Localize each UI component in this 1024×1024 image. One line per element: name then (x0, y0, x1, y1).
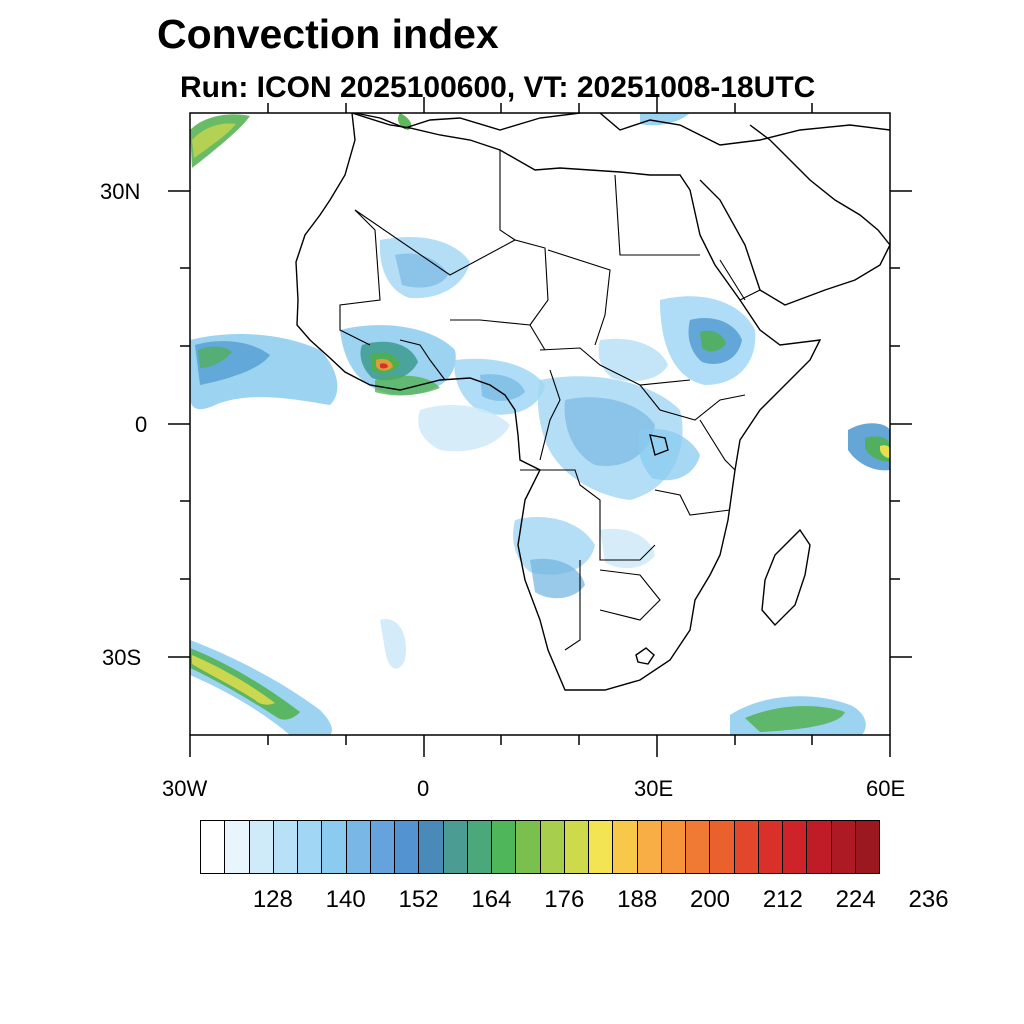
colorbar-box (831, 821, 856, 873)
border-drc-angola (520, 469, 656, 561)
colorbar-box (807, 821, 832, 873)
field-patch-congo-core (564, 397, 655, 466)
colorbar-box (467, 821, 492, 873)
border-horn (719, 259, 761, 301)
border-algeria-libya (499, 150, 516, 241)
field-patch-sw-atlantic-yellow (192, 655, 275, 705)
colorbar-box (783, 821, 808, 873)
border-ghana (399, 339, 446, 381)
lat-label-30s: 30S (102, 645, 142, 670)
colorbar-box (322, 821, 347, 873)
colorbar-box (419, 821, 444, 873)
plot-subtitle: Run: ICON 2025100600, VT: 20251008-18UTC (180, 71, 816, 104)
lon-ticks (189, 97, 891, 757)
border-car (539, 347, 691, 386)
lon-label-60e: 60E (866, 776, 906, 801)
colorbar-box (492, 821, 517, 873)
coastlines (295, 113, 890, 691)
madagascar-coastline (761, 528, 811, 627)
colorbar-labels: 128 140 152 164 176 188 200 212 224 236 (0, 888, 1024, 918)
colorbar-box (298, 821, 323, 873)
colorbar-box (370, 821, 395, 873)
colorbar-label: 128 (252, 886, 293, 913)
lat-ticks (168, 190, 912, 658)
europe-coastline (354, 113, 890, 146)
border-kenya-tanzania (699, 419, 736, 471)
border-cameroon-congo (539, 369, 561, 461)
colorbar-label: 236 (908, 886, 949, 913)
colorbar-box (273, 821, 298, 873)
field-patch-indian-ocean-east-yellow (880, 445, 890, 458)
field-patch-gulf-ocean (418, 405, 510, 452)
border-niger-nigeria (450, 319, 546, 351)
field-patch-ethiopia-green (700, 330, 726, 352)
colorbar-label: 212 (762, 886, 803, 913)
field-patch-nigeria-core (480, 374, 525, 401)
field-patch-nw-core (192, 123, 236, 158)
lat-label-30n: 30N (100, 179, 141, 204)
field-patch-coast-green (375, 375, 440, 396)
colorbar (200, 820, 880, 874)
lake-victoria (649, 434, 669, 456)
border-libya-egypt-sudan (614, 174, 700, 256)
colorbar-box (540, 821, 565, 873)
colorbar-box (346, 821, 371, 873)
field-patch-lakes (638, 428, 700, 481)
colorbar-box (225, 821, 250, 873)
colorbar-label: 140 (325, 886, 366, 913)
field-patch-atlantic-streak (380, 619, 406, 669)
border-south-sudan (639, 384, 746, 421)
field-patch-sahel-west-core (395, 253, 448, 288)
arabia-coastline (699, 124, 890, 306)
plot-title: Convection index (157, 11, 499, 57)
field-patch-east-atlantic-green (198, 346, 232, 368)
field-patch-namibia (530, 558, 585, 599)
colorbar-box (758, 821, 783, 873)
colorbar-box (249, 821, 274, 873)
border-namibia-botswana (564, 560, 581, 651)
country-borders (339, 150, 761, 651)
colorbar-box (855, 821, 879, 873)
border-zimbabwe (599, 569, 661, 621)
border-tanzania-mozambique (654, 489, 731, 516)
colorbar-box (734, 821, 759, 873)
colorbar-label: 224 (835, 886, 876, 913)
colorbar-box (395, 821, 420, 873)
field-patch-south-sudan (598, 338, 668, 382)
colorbar-box (516, 821, 541, 873)
lon-label-0: 0 (417, 776, 430, 801)
colorbar-label: 164 (471, 886, 512, 913)
field-patch-guinea-red (380, 363, 388, 369)
colorbar-box (637, 821, 662, 873)
colorbar-box (564, 821, 589, 873)
lon-label-30e: 30E (634, 776, 674, 801)
colorbar-label: 152 (398, 886, 439, 913)
colorbar-box (686, 821, 711, 873)
convection-field (190, 113, 890, 735)
field-patch-nw (190, 114, 250, 168)
lat-label-0: 0 (135, 412, 148, 437)
africa-coastline (295, 113, 822, 691)
field-patch-zambia (600, 528, 655, 569)
lon-label-30w: 30W (162, 776, 208, 801)
border-algeria (354, 209, 549, 326)
map-frame (189, 112, 891, 736)
colorbar-box (201, 821, 226, 873)
lesotho (635, 647, 655, 665)
colorbar-box (710, 821, 735, 873)
colorbar-label: 188 (617, 886, 658, 913)
colorbar-label: 176 (544, 886, 585, 913)
field-patch-aegean (640, 113, 690, 126)
colorbar-box (661, 821, 686, 873)
border-mauritania-mali (339, 209, 381, 346)
colorbar-box (613, 821, 638, 873)
field-patch-mediterranean (397, 113, 412, 130)
colorbar-box (443, 821, 468, 873)
border-chad-sudan (547, 249, 611, 346)
colorbar-box (589, 821, 614, 873)
field-patch-south-indian-ocean-green (745, 706, 845, 732)
colorbar-label: 200 (689, 886, 731, 913)
